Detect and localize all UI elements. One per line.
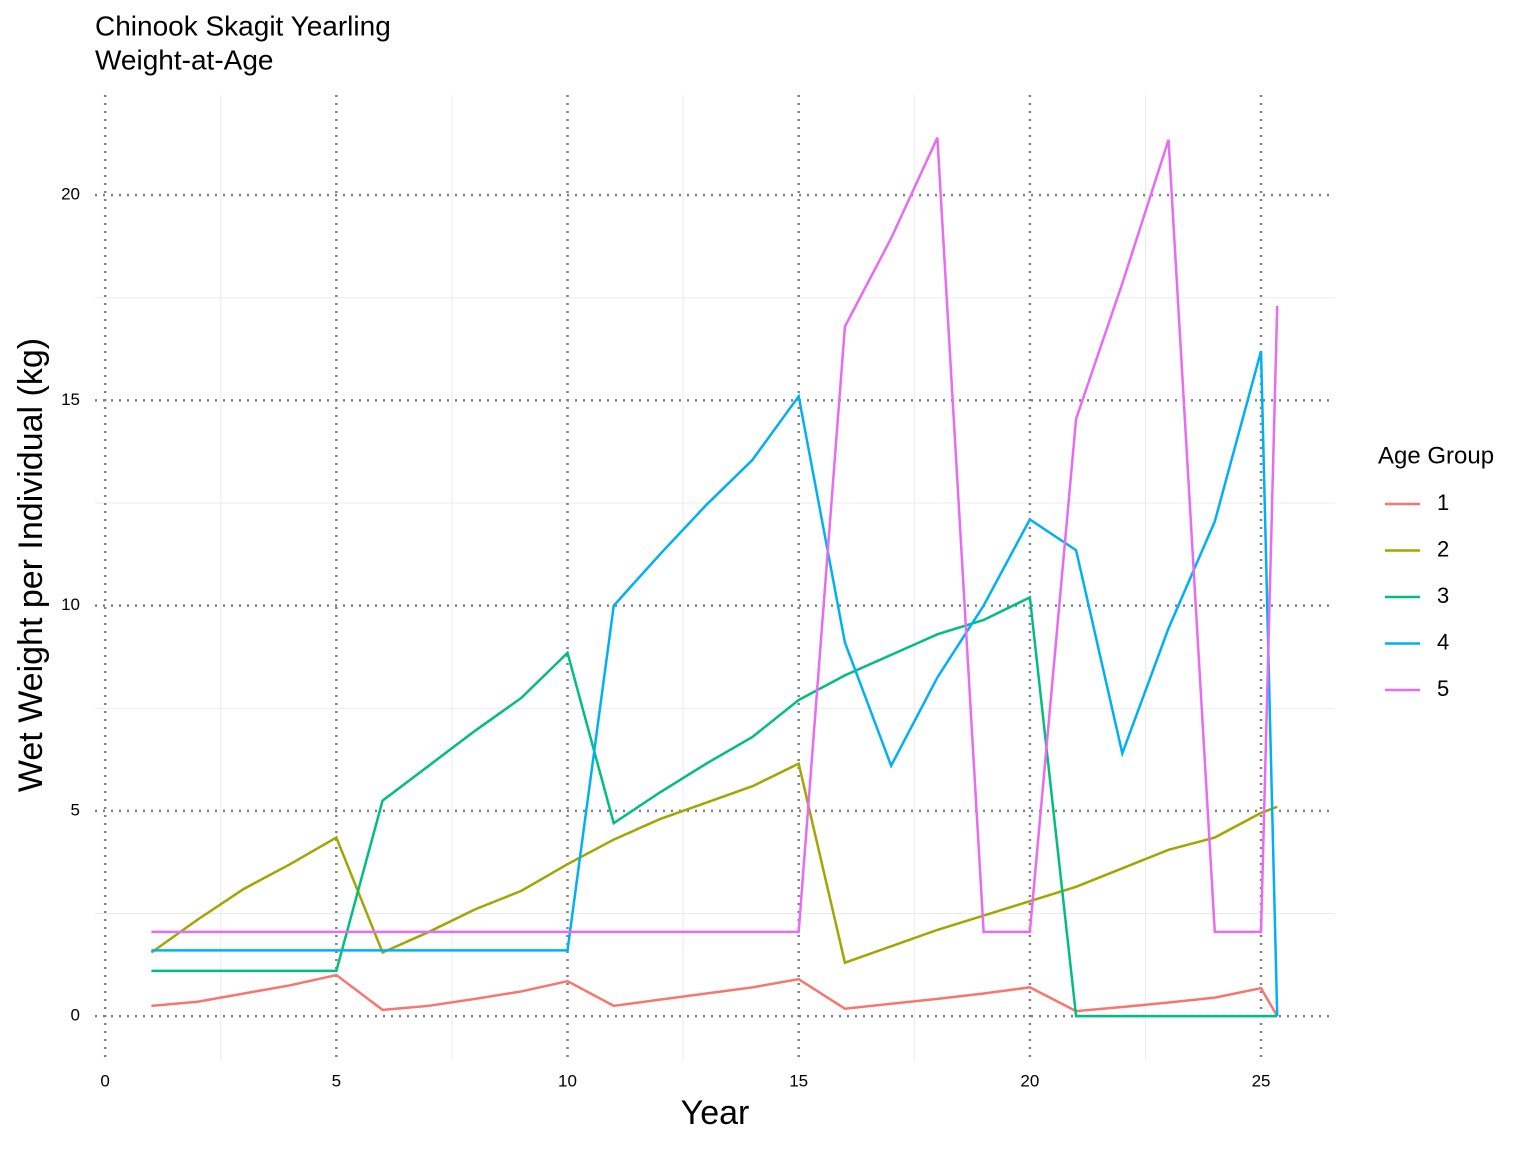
- series-line: [151, 973, 1279, 1017]
- x-tick-label: 5: [332, 1071, 341, 1090]
- series-line: [150, 761, 1278, 965]
- y-tick-label: 20: [61, 185, 80, 204]
- legend-title: Age Group: [1378, 442, 1494, 469]
- y-tick-label: 10: [61, 595, 80, 614]
- series-line: [151, 137, 1279, 934]
- legend-label: 5: [1437, 676, 1449, 701]
- x-axis-label: Year: [681, 1094, 750, 1132]
- legend-label: 4: [1437, 629, 1449, 654]
- x-tick-label: 0: [100, 1071, 109, 1090]
- chart-title: Chinook Skagit Yearling: [95, 10, 391, 41]
- x-tick-label: 10: [558, 1071, 577, 1090]
- series-line: [151, 350, 1279, 1017]
- legend-label: 2: [1437, 536, 1449, 561]
- y-tick-label: 5: [71, 800, 80, 819]
- y-tick-label: 0: [71, 1006, 80, 1025]
- y-tick-label: 15: [61, 390, 80, 409]
- x-tick-label: 15: [789, 1071, 808, 1090]
- x-tick-label: 25: [1252, 1071, 1271, 1090]
- y-axis-label: Wet Weight per Individual (kg): [12, 338, 50, 792]
- series-line: [151, 595, 1278, 1018]
- chart-title: Weight-at-Age: [95, 44, 273, 75]
- x-tick-label: 20: [1020, 1071, 1039, 1090]
- legend-label: 1: [1437, 490, 1449, 515]
- legend-label: 3: [1437, 583, 1449, 608]
